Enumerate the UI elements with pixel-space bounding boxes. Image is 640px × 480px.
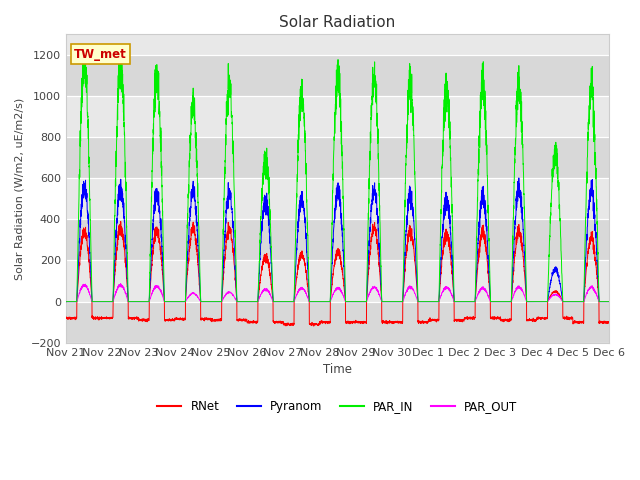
Title: Solar Radiation: Solar Radiation <box>279 15 396 30</box>
Bar <box>66 96 609 137</box>
Y-axis label: Solar Radiation (W/m2, uE/m2/s): Solar Radiation (W/m2, uE/m2/s) <box>15 97 25 279</box>
Legend: RNet, Pyranom, PAR_IN, PAR_OUT: RNet, Pyranom, PAR_IN, PAR_OUT <box>152 395 522 418</box>
Bar <box>66 261 609 301</box>
Bar <box>66 178 609 219</box>
Bar <box>66 219 609 261</box>
X-axis label: Time: Time <box>323 363 352 376</box>
Bar <box>66 55 609 96</box>
Bar <box>66 137 609 178</box>
Text: TW_met: TW_met <box>74 48 127 61</box>
Bar <box>66 301 609 343</box>
